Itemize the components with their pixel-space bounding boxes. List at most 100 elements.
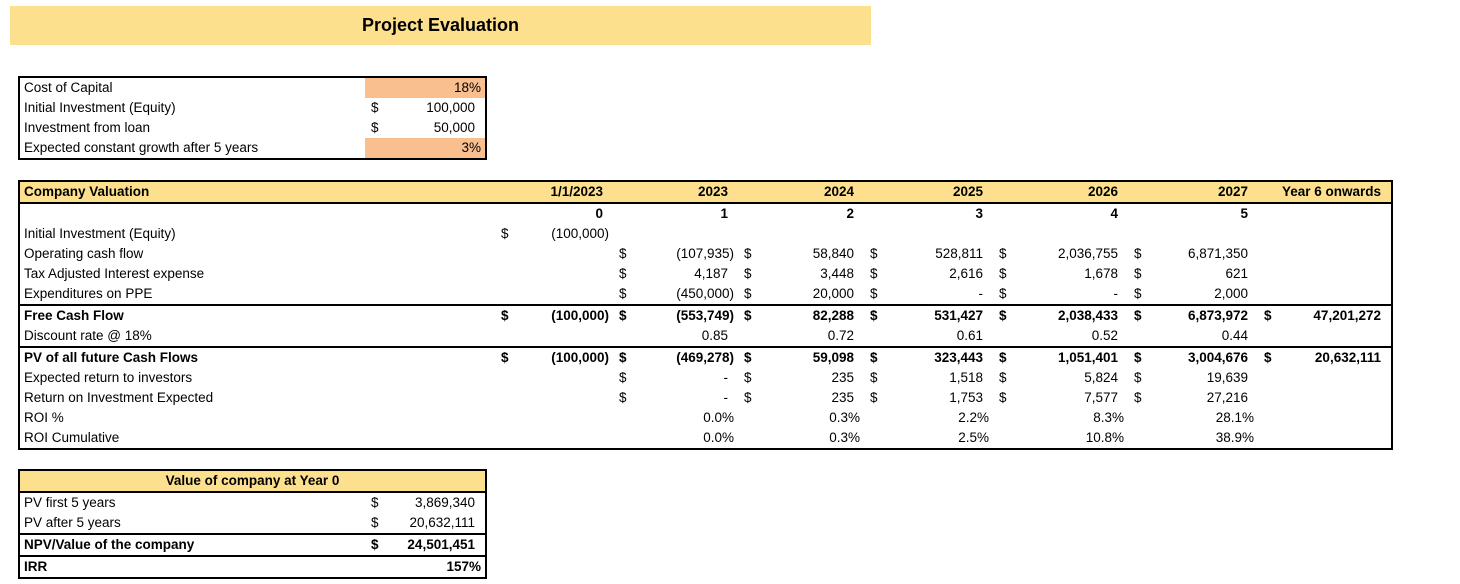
cell[interactable]: $2,036,755 (993, 244, 1128, 264)
cell[interactable]: $235 (738, 368, 864, 388)
cell[interactable]: $58,840 (738, 244, 864, 264)
row-label-pv-first-5-years[interactable]: PV first 5 years (24, 495, 116, 510)
cell[interactable] (1258, 408, 1392, 428)
cell[interactable]: $59,098 (738, 346, 864, 368)
cell[interactable] (1258, 284, 1392, 305)
cell[interactable]: 28.1% (1128, 408, 1258, 428)
cell[interactable]: 0.52 (993, 326, 1128, 347)
row-label-roi-cumulative[interactable]: ROI Cumulative (24, 430, 120, 445)
cell[interactable]: 2.5% (864, 428, 993, 449)
cell[interactable]: $528,811 (864, 244, 993, 264)
row-label-initial-investment[interactable]: Initial Investment (Equity) (24, 226, 176, 241)
cell[interactable]: 0 (495, 203, 613, 224)
cell[interactable]: 5 (1128, 203, 1258, 224)
cell[interactable]: 157% (365, 555, 486, 578)
cell[interactable]: 2026 (993, 181, 1128, 204)
cell[interactable]: $1,678 (993, 264, 1128, 284)
row-label-expected-return[interactable]: Expected return to investors (24, 370, 193, 385)
cell[interactable]: 0.44 (1128, 326, 1258, 347)
cell[interactable]: $2,000 (1128, 284, 1258, 305)
cell[interactable] (1258, 326, 1392, 347)
cell[interactable] (864, 224, 993, 244)
cell[interactable]: $2,616 (864, 264, 993, 284)
row-label-discount-rate[interactable]: Discount rate @ 18% (24, 328, 152, 343)
cell[interactable]: 0.3% (738, 428, 864, 449)
cell[interactable]: 0.61 (864, 326, 993, 347)
cell[interactable]: 0.3% (738, 408, 864, 428)
cell[interactable] (495, 326, 613, 347)
cell[interactable] (1258, 203, 1392, 224)
cell[interactable] (495, 368, 613, 388)
cell[interactable]: $20,000 (738, 284, 864, 305)
row-label-operating-cash-flow[interactable]: Operating cash flow (24, 246, 144, 261)
row-label-free-cash-flow[interactable]: Free Cash Flow (19, 304, 495, 326)
row-label-tax-adjusted-interest[interactable]: Tax Adjusted Interest expense (24, 266, 205, 281)
cell[interactable]: 0.0% (613, 408, 738, 428)
cell[interactable]: $3,004,676 (1128, 346, 1258, 368)
cell[interactable]: 2023 (613, 181, 738, 204)
row-label-pv-after-5-years[interactable]: PV after 5 years (24, 515, 121, 530)
cell[interactable]: 1/1/2023 (495, 181, 613, 204)
cell[interactable]: 2024 (738, 181, 864, 204)
row-label-roi-percent[interactable]: ROI % (24, 410, 64, 425)
cell[interactable]: $323,443 (864, 346, 993, 368)
cell[interactable] (495, 408, 613, 428)
cell[interactable] (1258, 368, 1392, 388)
cell[interactable]: $ (450,000) (613, 284, 738, 305)
cell[interactable]: $27,216 (1128, 388, 1258, 408)
cell[interactable] (738, 224, 864, 244)
cell[interactable]: $ (100,000) (495, 346, 613, 368)
cell[interactable]: 2.2% (864, 408, 993, 428)
cell[interactable]: $6,873,972 (1128, 304, 1258, 326)
cell[interactable]: $531,427 (864, 304, 993, 326)
row-label-investment-from-loan[interactable]: Investment from loan (24, 120, 151, 135)
cell[interactable]: $2,038,433 (993, 304, 1128, 326)
cell[interactable]: 4 (993, 203, 1128, 224)
cell[interactable]: $ (553,749) (613, 304, 738, 326)
cell[interactable] (1258, 244, 1392, 264)
row-label-roi-expected[interactable]: Return on Investment Expected (24, 390, 214, 405)
cell[interactable]: $20,632,111 (1258, 346, 1392, 368)
cell[interactable]: $ - (864, 284, 993, 305)
cell[interactable]: $ (107,935) (613, 244, 738, 264)
cell[interactable]: $19,639 (1128, 368, 1258, 388)
cell[interactable]: Year 6 onwards (1258, 181, 1392, 204)
cell[interactable] (1128, 224, 1258, 244)
cell[interactable]: 38.9% (1128, 428, 1258, 449)
row-label-blank[interactable] (19, 203, 495, 224)
cell[interactable]: $ (100,000) (495, 224, 613, 244)
cell[interactable]: $1,753 (864, 388, 993, 408)
row-label-expenditures-ppe[interactable]: Expenditures on PPE (24, 286, 153, 301)
cell[interactable] (495, 428, 613, 449)
cell[interactable]: $24,501,451 (365, 533, 486, 556)
cell[interactable]: $235 (738, 388, 864, 408)
cell[interactable]: $1,518 (864, 368, 993, 388)
cell[interactable]: 10.8% (993, 428, 1128, 449)
cell[interactable]: 0.85 (613, 326, 738, 347)
cell[interactable]: $1,051,401 (993, 346, 1128, 368)
valuation-table-title[interactable]: Company Valuation (19, 181, 495, 204)
cell[interactable]: $ (100,000) (495, 304, 613, 326)
cell[interactable]: $ - (613, 368, 738, 388)
cell[interactable]: $7,577 (993, 388, 1128, 408)
cell[interactable] (1258, 264, 1392, 284)
cell[interactable]: $47,201,272 (1258, 304, 1392, 326)
cell[interactable]: 1 (613, 203, 738, 224)
cell[interactable]: $ - (993, 284, 1128, 305)
row-label-npv[interactable]: NPV/Value of the company (19, 533, 365, 556)
cell[interactable]: 2 (738, 203, 864, 224)
cell[interactable] (495, 388, 613, 408)
row-label-cost-of-capital[interactable]: Cost of Capital (24, 80, 113, 95)
row-label-initial-investment[interactable]: Initial Investment (Equity) (24, 100, 176, 115)
cell[interactable]: $ (469,278) (613, 346, 738, 368)
cell[interactable] (495, 264, 613, 284)
cell[interactable]: $621 (1128, 264, 1258, 284)
cell[interactable]: $ - (613, 388, 738, 408)
cell[interactable] (495, 284, 613, 305)
cell[interactable]: 2025 (864, 181, 993, 204)
cell[interactable]: 3 (864, 203, 993, 224)
row-label-expected-growth[interactable]: Expected constant growth after 5 years (24, 140, 259, 155)
cell[interactable] (613, 224, 738, 244)
company-value-title[interactable]: Value of company at Year 0 (19, 470, 486, 493)
cell[interactable]: $3,448 (738, 264, 864, 284)
